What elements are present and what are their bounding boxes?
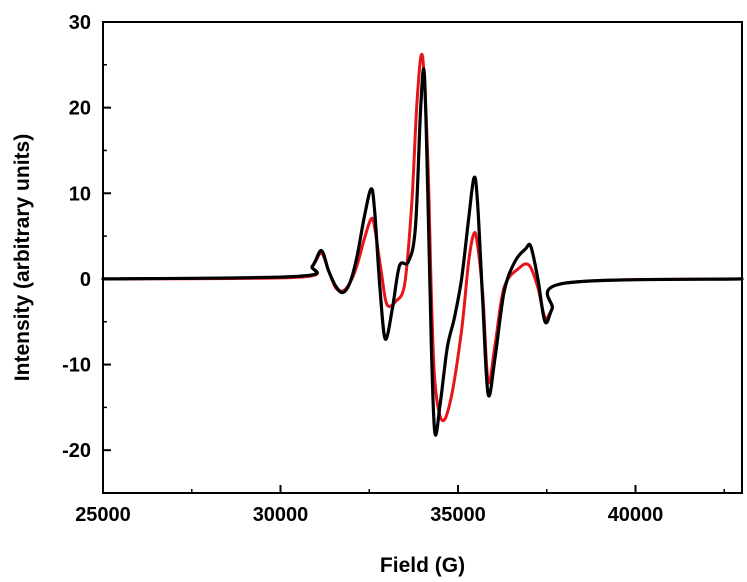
y-tick-label: 0 <box>80 269 91 291</box>
x-tick-label: 25000 <box>75 504 131 526</box>
y-tick-label: 30 <box>69 12 91 34</box>
x-tick-label: 35000 <box>430 504 486 526</box>
labels-layer: 25000 30000 35000 40000 -20 -10 0 10 20 30 <box>62 12 663 526</box>
ticks-layer <box>102 21 725 494</box>
x-tick-label: 30000 <box>253 504 309 526</box>
series-layer <box>101 52 744 437</box>
x-tick-label: 40000 <box>608 504 664 526</box>
plot-frame <box>102 21 743 494</box>
series-line-2 <box>101 67 744 437</box>
x-axis-title: Field (G) <box>380 554 465 577</box>
y-tick-label: -20 <box>62 440 91 462</box>
series-line-1 <box>101 52 744 423</box>
y-axis-title: Intensity (arbitrary units) <box>11 134 34 381</box>
y-tick-label: -10 <box>62 355 91 377</box>
y-tick-label: 10 <box>69 183 91 205</box>
y-tick-label: 20 <box>69 98 91 120</box>
